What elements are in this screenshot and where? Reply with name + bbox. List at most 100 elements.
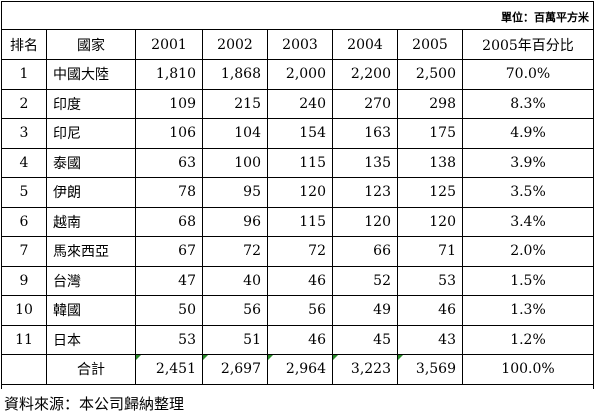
total-cell: 2,964 [267,354,333,385]
table-cell: 2,000 [267,59,333,90]
table-cell: 120 [397,206,463,237]
table-row: 1 中國大陸 1,810 1,868 2,000 2,200 2,500 70.0% [1,59,594,90]
table-cell: 45 [332,324,398,355]
table-row: 11 日本 53 51 46 45 43 1.2% [1,324,594,355]
table-cell: 台灣 [46,265,136,296]
table-cell: 120 [267,177,333,208]
table-cell: 1.5% [462,265,594,296]
table-cell: 印度 [46,88,136,119]
table-row: 5 伊朗 78 95 120 123 125 3.5% [1,177,594,208]
table-cell: 68 [135,206,203,237]
table-cell: 9 [1,265,47,296]
total-cell: 2,697 [202,354,268,385]
table-cell: 125 [397,177,463,208]
table-cell: 71 [397,236,463,267]
header-cell: 2004 [332,29,398,60]
table-cell: 5 [1,177,47,208]
table-cell: 49 [332,295,398,326]
table-row: 7 馬來西亞 67 72 72 66 71 2.0% [1,236,594,267]
table-cell: 120 [332,206,398,237]
table-cell: 7 [1,236,47,267]
table-row: 9 台灣 47 40 46 52 53 1.5% [1,265,594,296]
table-cell: 4.9% [462,118,594,149]
table-cell: 100 [202,147,268,178]
table-cell: 4 [1,147,47,178]
total-cell: 合計 [46,354,136,385]
table-cell: 138 [397,147,463,178]
table-cell: 63 [135,147,203,178]
table-cell: 1.3% [462,295,594,326]
table-row: 10 韓國 50 56 56 49 46 1.3% [1,295,594,326]
table-cell: 106 [135,118,203,149]
table-cell: 163 [332,118,398,149]
table-cell: 96 [202,206,268,237]
table-cell: 印尼 [46,118,136,149]
table-cell: 115 [267,147,333,178]
table-cell: 52 [332,265,398,296]
table-cell: 3.9% [462,147,594,178]
table-cell: 1 [1,59,47,90]
header-cell: 國家 [46,29,136,60]
table-cell: 270 [332,88,398,119]
total-cell: 3,223 [332,354,398,385]
table-cell: 51 [202,324,268,355]
table-cell: 115 [267,206,333,237]
header-cell: 2005 [397,29,463,60]
table-cell: 3 [1,118,47,149]
table-cell: 伊朗 [46,177,136,208]
total-cell: 2,451 [135,354,203,385]
table-cell: 泰國 [46,147,136,178]
table-cell: 1,810 [135,59,203,90]
table-cell: 2,500 [397,59,463,90]
source-note: 資料來源：本公司歸納整理 [4,395,185,413]
table-row: 6 越南 68 96 115 120 120 3.4% [1,206,594,237]
table-cell [1,354,47,385]
table-cell: 72 [267,236,333,267]
table-cell: 72 [202,236,268,267]
table-cell: 越南 [46,206,136,237]
header-cell: 2001 [135,29,203,60]
table-cell: 56 [202,295,268,326]
unit-label: 單位：百萬平方米 [501,11,589,24]
table-cell: 47 [135,265,203,296]
table-cell: 1,868 [202,59,268,90]
table-cell: 298 [397,88,463,119]
table-cell: 70.0% [462,59,594,90]
table-cell: 3.4% [462,206,594,237]
table-cell: 66 [332,236,398,267]
table-cell: 8.3% [462,88,594,119]
table-cell: 日本 [46,324,136,355]
table-cell: 78 [135,177,203,208]
total-row: 合計 2,451 2,697 2,964 3,223 3,569 100.0% [1,354,594,385]
table-cell: 2.0% [462,236,594,267]
header-cell: 排名 [1,29,47,60]
total-cell: 100.0% [462,354,594,385]
table-cell: 104 [202,118,268,149]
table-cell: 154 [267,118,333,149]
table-cell: 50 [135,295,203,326]
table-cell: 135 [332,147,398,178]
table-cell: 中國大陸 [46,59,136,90]
total-cell: 3,569 [397,354,463,385]
table-cell: 46 [397,295,463,326]
table-cell: 2,200 [332,59,398,90]
table-cell: 1.2% [462,324,594,355]
table-row: 4 泰國 63 100 115 135 138 3.9% [1,147,594,178]
table-cell: 43 [397,324,463,355]
table-cell: 3.5% [462,177,594,208]
table-row: 2 印度 109 215 240 270 298 8.3% [1,88,594,119]
header-cell: 2003 [267,29,333,60]
table-cell: 53 [135,324,203,355]
table-row: 3 印尼 106 104 154 163 175 4.9% [1,118,594,149]
header-cell: 2005年百分比 [462,29,594,60]
table-cell: 2 [1,88,47,119]
table-cell: 10 [1,295,47,326]
table-cell: 46 [267,324,333,355]
table-cell: 馬來西亞 [46,236,136,267]
table-cell: 109 [135,88,203,119]
table-cell: 123 [332,177,398,208]
table-cell: 67 [135,236,203,267]
table-cell: 40 [202,265,268,296]
table-cell: 11 [1,324,47,355]
